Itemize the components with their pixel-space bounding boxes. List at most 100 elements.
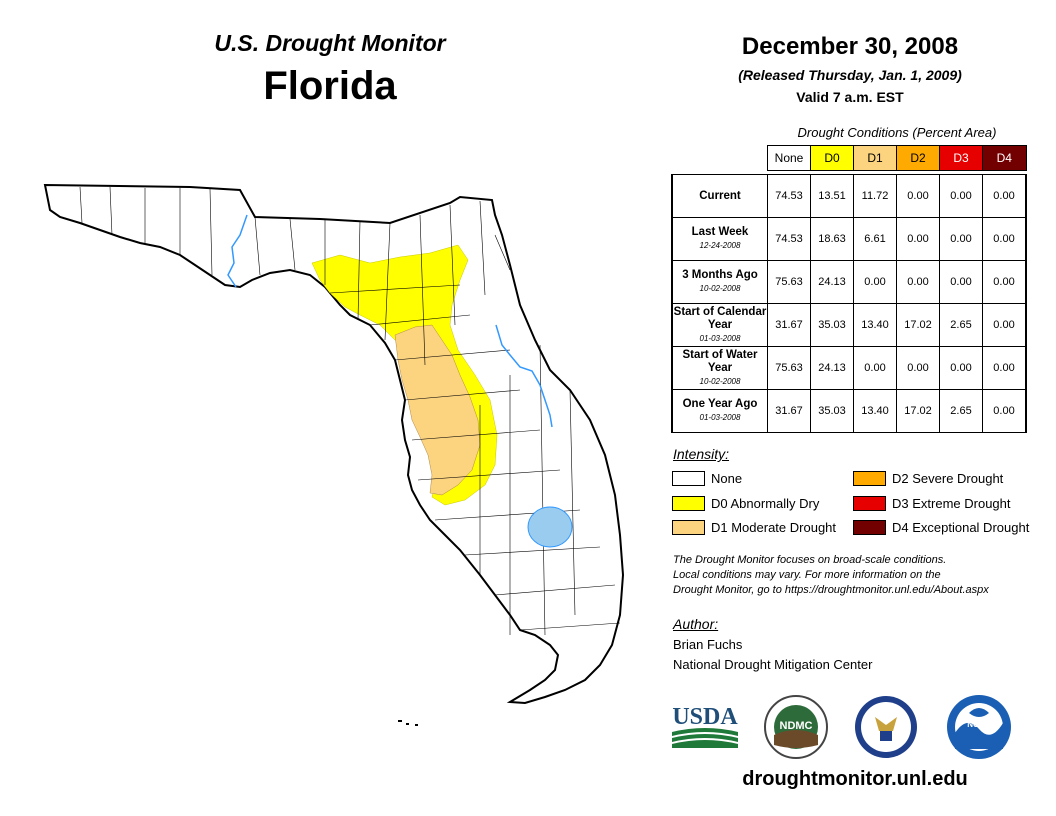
row-label-text: Current <box>699 189 741 202</box>
legend-item-d1: D1 Moderate Drought <box>672 520 836 535</box>
table-cell: 0.00 <box>853 260 897 304</box>
noaa-logo-text: NOAA <box>967 720 991 729</box>
note-line: Drought Monitor, go to https://droughtmo… <box>673 584 989 596</box>
author-name: Brian Fuchs <box>673 637 743 652</box>
column-header-d4: D4 <box>982 145 1027 171</box>
legend-label: D4 Exceptional Drought <box>892 520 1030 535</box>
row-date: 12-24-2008 <box>699 241 741 250</box>
table-cell: 0.00 <box>982 346 1027 390</box>
florida-drought-map <box>43 183 625 726</box>
table-cell: 24.13 <box>810 260 854 304</box>
row-label-text: Last Week <box>691 226 749 238</box>
table-cell: 74.53 <box>767 217 811 261</box>
noaa-logo: NOAA <box>947 695 1011 759</box>
lake-okeechobee <box>527 506 573 548</box>
table-cell: 0.00 <box>982 389 1027 433</box>
usda-logo: USDA <box>672 704 738 748</box>
table-cell: 18.63 <box>810 217 854 261</box>
author-title: Author: <box>673 616 719 632</box>
florida-keys <box>398 720 418 726</box>
table-cell: 0.00 <box>939 260 983 304</box>
website-link[interactable]: droughtmonitor.unl.edu <box>742 768 968 790</box>
table-cell: 31.67 <box>767 303 811 347</box>
table-caption: Drought Conditions (Percent Area) <box>797 125 997 140</box>
d1-moderate-drought-area <box>394 324 481 496</box>
table-cell: 17.02 <box>896 303 940 347</box>
table-cell: 13.51 <box>810 174 854 218</box>
row-label-text: Start of Water Year <box>682 348 758 374</box>
table-header-row: None D0 D1 D2 D3 D4 <box>672 145 1027 171</box>
row-label-text: One Year Ago <box>682 398 758 410</box>
row-label: 3 Months Ago 10-02-2008 <box>671 260 768 304</box>
table-row: One Year Ago 01-03-2008 31.67 35.03 13.40 17.… <box>671 389 1027 433</box>
legend-item-none: None <box>672 471 742 486</box>
row-label: Start of Calendar Year 01-03-2008 <box>671 303 768 347</box>
row-date: 10-02-2008 <box>699 284 741 293</box>
table-cell: 0.00 <box>896 174 940 218</box>
drought-conditions-table: None D0 D1 D2 D3 D4 Current 74.53 13.51 11.… <box>671 145 1027 433</box>
table-cell: 13.40 <box>853 303 897 347</box>
legend-swatch <box>672 471 705 486</box>
table-cell: 2.65 <box>939 303 983 347</box>
table-row: Start of Water Year 10-02-2008 75.63 24.13 0… <box>671 346 1027 390</box>
table-cell: 17.02 <box>896 389 940 433</box>
legend-label: D3 Extreme Drought <box>892 496 1011 511</box>
table-cell: 11.72 <box>853 174 897 218</box>
column-header-d0: D0 <box>810 145 854 171</box>
table-cell: 0.00 <box>896 260 940 304</box>
legend-title: Intensity: <box>673 446 730 462</box>
table-cell: 75.63 <box>767 346 811 390</box>
table-cell: 0.00 <box>939 346 983 390</box>
legend-item-d0: D0 Abnormally Dry <box>672 496 819 511</box>
table-cell: 35.03 <box>810 389 854 433</box>
table-row: Current 74.53 13.51 11.72 0.00 0.00 0.00 <box>671 174 1027 218</box>
legend-item-d3: D3 Extreme Drought <box>853 496 1011 511</box>
table-row: Last Week 12-24-2008 74.53 18.63 6.61 0.00 0.0… <box>671 217 1027 261</box>
river-apalachicola <box>227 214 248 288</box>
table-cell: 0.00 <box>982 174 1027 218</box>
column-header-d2: D2 <box>896 145 940 171</box>
legend-label: D0 Abnormally Dry <box>711 496 820 511</box>
author-organization: National Drought Mitigation Center <box>673 657 873 672</box>
note-line: Local conditions may vary. For more info… <box>673 569 941 581</box>
legend-item-d4: D4 Exceptional Drought <box>853 520 1029 535</box>
table-cell: 75.63 <box>767 260 811 304</box>
map-date: December 30, 2008 <box>741 33 959 60</box>
table-cell: 0.00 <box>982 217 1027 261</box>
table-row: Start of Calendar Year 01-03-2008 31.67 35.… <box>671 303 1027 347</box>
table-cell: 74.53 <box>767 174 811 218</box>
table-cell: 0.00 <box>853 346 897 390</box>
row-label: Last Week 12-24-2008 <box>671 217 768 261</box>
disclaimer-note: The Drought Monitor focuses on broad-sca… <box>673 553 1053 598</box>
legend-label: None <box>711 471 743 486</box>
ndmc-logo-text: NDMC <box>780 720 813 732</box>
row-label: One Year Ago 01-03-2008 <box>671 389 768 433</box>
legend-swatch <box>853 496 886 511</box>
table-cell: 31.67 <box>767 389 811 433</box>
release-date: (Released Thursday, Jan. 1, 2009) <box>738 67 962 83</box>
commerce-seal-logo <box>855 696 917 758</box>
row-label: Start of Water Year 10-02-2008 <box>671 346 768 390</box>
table-cell: 2.65 <box>939 389 983 433</box>
county-boundaries <box>79 186 621 636</box>
column-header-d1: D1 <box>853 145 897 171</box>
legend-swatch <box>672 496 705 511</box>
table-cell: 6.61 <box>853 217 897 261</box>
legend-swatch <box>853 471 886 486</box>
river-st-johns <box>495 324 553 428</box>
table-cell: 24.13 <box>810 346 854 390</box>
row-label-text: Start of Calendar Year <box>673 305 767 331</box>
usda-logo-text: USDA <box>672 704 738 730</box>
ndmc-logo: NDMC <box>764 695 828 759</box>
row-label-text: 3 Months Ago <box>682 269 758 281</box>
table-row: 3 Months Ago 10-02-2008 75.63 24.13 0.00 0.00… <box>671 260 1027 304</box>
row-label: Current <box>671 174 768 218</box>
table-cell: 0.00 <box>939 174 983 218</box>
row-date: 01-03-2008 <box>699 333 741 343</box>
table-cell: 0.00 <box>982 260 1027 304</box>
table-cell: 13.40 <box>853 389 897 433</box>
valid-time: Valid 7 a.m. EST <box>796 89 904 105</box>
row-date: 10-02-2008 <box>699 376 741 386</box>
table-cell: 0.00 <box>896 346 940 390</box>
legend-label: D2 Severe Drought <box>892 471 1004 486</box>
